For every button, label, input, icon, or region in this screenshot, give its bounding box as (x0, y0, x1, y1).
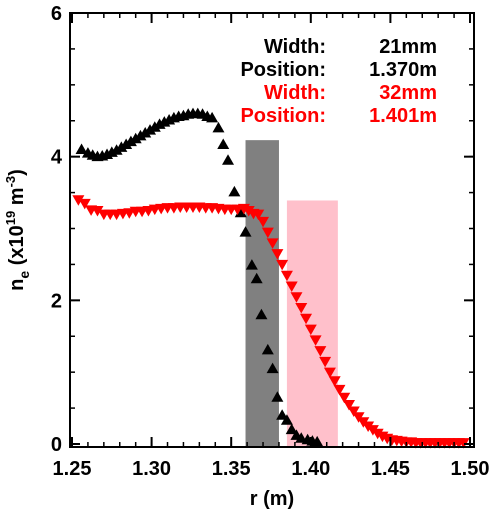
data-point-down (328, 376, 341, 387)
annotation-value: 1.370m (369, 59, 437, 81)
data-point-down (271, 249, 284, 260)
data-point-up (217, 138, 230, 149)
annotation-value: 32mm (379, 82, 437, 104)
y-axis-label: ne (x1019 m-3) (3, 169, 32, 291)
data-point-up (129, 132, 142, 144)
x-tick-label: 1.25 (53, 458, 92, 480)
data-point-down (371, 428, 384, 440)
data-point-down (242, 206, 255, 217)
data-point-down (285, 281, 298, 292)
data-point-up (212, 121, 225, 133)
y-tick-label: 4 (51, 147, 63, 169)
y-label-exp: 19 (3, 211, 18, 225)
data-point-down (457, 438, 470, 449)
data-point-up (276, 409, 289, 420)
data-point-down (290, 292, 303, 303)
data-point-up (228, 185, 241, 197)
y-label-unit: m (6, 187, 28, 210)
data-point-down (257, 216, 270, 228)
data-point-up (222, 154, 235, 165)
data-point-up (250, 272, 263, 284)
data-point-up (148, 121, 161, 132)
annotation-label: Position: (240, 59, 326, 81)
data-point-down (333, 384, 346, 396)
data-point-down (280, 270, 293, 282)
data-point-up (261, 343, 274, 355)
data-point-down (304, 324, 317, 336)
highlight-band (245, 140, 279, 446)
data-point-down (91, 206, 104, 217)
x-tick-label: 1.50 (451, 458, 490, 480)
annotation-label: Width: (264, 82, 326, 104)
annotation-label: Width: (264, 36, 326, 58)
data-point-down (338, 392, 351, 404)
data-point-down (261, 227, 274, 239)
data-point-up (311, 435, 324, 447)
y-label-close: ) (6, 169, 28, 176)
y-tick-label: 0 (51, 434, 62, 456)
data-point-down (314, 346, 327, 357)
data-point-up (271, 391, 284, 402)
data-point-down (252, 209, 265, 221)
data-point-up (144, 124, 157, 135)
annotation-value: 21mm (379, 36, 437, 58)
data-point-up (110, 144, 123, 155)
data-point-up (206, 111, 219, 123)
highlight-bands (245, 140, 338, 446)
data-point-up (134, 129, 147, 141)
data-point-up (285, 423, 298, 435)
y-label-rest: (x10 (6, 225, 28, 271)
y-label-main: n (6, 279, 28, 291)
x-tick-label: 1.30 (132, 458, 171, 480)
data-point-up (255, 308, 268, 320)
annotation-label: Position: (240, 105, 326, 127)
y-label-sub: e (16, 271, 32, 279)
annotation-box: Width: 21mm Position: 1.370m Width: 32mm Posit… (240, 36, 437, 127)
data-point-up (239, 226, 252, 237)
x-tick-label: 1.45 (371, 458, 410, 480)
data-point-down (266, 238, 279, 249)
data-point-up (280, 414, 293, 425)
data-point-down (295, 303, 308, 314)
data-point-down (309, 335, 322, 346)
data-point-up (120, 138, 133, 149)
plot-frame (69, 12, 475, 448)
x-tick-label: 1.40 (291, 458, 330, 480)
x-axis-label: r (m) (250, 488, 294, 510)
highlight-band (286, 200, 338, 446)
data-markers (72, 107, 470, 449)
data-point-down (347, 406, 360, 417)
axis-ticks: 1.25 1.30 1.35 1.40 1.45 1.50 0 2 4 6 (51, 3, 490, 480)
data-point-down (72, 195, 85, 206)
data-point-down (276, 259, 289, 271)
data-point-up (139, 126, 152, 138)
x-tick-label: 1.35 (212, 458, 251, 480)
data-point-up (245, 259, 258, 270)
data-point-down (343, 399, 356, 411)
data-point-down (78, 198, 91, 210)
data-point-up (124, 135, 137, 147)
data-point-up (115, 141, 128, 152)
data-point-up (266, 362, 279, 374)
y-label-unit-exp: -3 (3, 176, 18, 188)
data-point-up (75, 143, 88, 154)
y-tick-label: 2 (51, 290, 62, 312)
data-point-down (319, 356, 332, 368)
y-tick-label: 6 (51, 3, 62, 25)
data-point-down (300, 313, 313, 325)
annotation-value: 1.401m (369, 105, 437, 127)
data-point-down (323, 367, 336, 379)
